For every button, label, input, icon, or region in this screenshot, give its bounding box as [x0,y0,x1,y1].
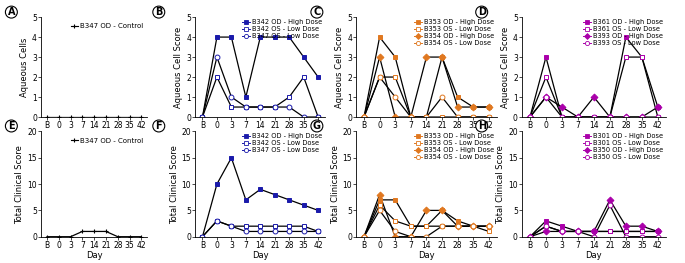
Legend: B301 OD - High Dose, B301 OS - Low Dose, B350 OD - High Dose, B350 OS - Low Dose: B301 OD - High Dose, B301 OS - Low Dose,… [582,133,664,161]
Text: D: D [477,7,486,17]
X-axis label: Day: Day [418,132,435,141]
Y-axis label: Aqueous Cell Score: Aqueous Cell Score [175,27,184,108]
Y-axis label: Total Clinical Score: Total Clinical Score [170,145,179,224]
Y-axis label: Aqueous Cells: Aqueous Cells [21,37,29,97]
X-axis label: Day: Day [86,132,103,141]
Y-axis label: Total Clinical Score: Total Clinical Score [497,145,506,224]
Legend: B353 OD - High Dose, B353 OS - Low Dose, B354 OD - High Dose, B354 OS - Low Dose: B353 OD - High Dose, B353 OS - Low Dose,… [413,18,495,47]
Text: MAX: MAX [580,0,608,1]
Y-axis label: Total Clinical Score: Total Clinical Score [331,145,340,224]
Text: A: A [8,7,15,17]
Text: 2/6: 2/6 [251,0,270,1]
Legend: B342 OD - High Dose, B342 OS - Low Dose, B347 OS - Low Dose: B342 OD - High Dose, B342 OS - Low Dose,… [242,133,323,154]
Text: H: H [477,121,486,131]
Legend: B347 OD - Control: B347 OD - Control [70,23,144,30]
Legend: B347 OD - Control: B347 OD - Control [70,137,144,144]
Text: G: G [313,121,321,131]
Legend: B342 OD - High Dose, B342 OS - Low Dose, B347 OS - Low Dose: B342 OD - High Dose, B342 OS - Low Dose,… [242,18,323,40]
Y-axis label: Aqueous Cell Score: Aqueous Cell Score [336,27,345,108]
Text: Control: Control [71,0,117,1]
Text: 2/9: 2/9 [416,0,436,1]
X-axis label: Day: Day [586,251,602,260]
Text: F: F [155,121,162,131]
Text: E: E [8,121,14,131]
X-axis label: Day: Day [252,251,269,260]
Text: B: B [155,7,162,17]
Text: C: C [313,7,321,17]
Legend: B353 OD - High Dose, B353 OS - Low Dose, B354 OD - High Dose, B354 OS - Low Dose: B353 OD - High Dose, B353 OS - Low Dose,… [413,133,495,161]
Legend: B361 OD - High Dose, B361 OS - Low Dose, B393 OD - High Dose, B393 OS - Low Dose: B361 OD - High Dose, B361 OS - Low Dose,… [582,18,664,47]
X-axis label: Day: Day [86,251,103,260]
Y-axis label: Aqueous Cell Score: Aqueous Cell Score [501,27,510,108]
X-axis label: Day: Day [252,132,269,141]
X-axis label: Day: Day [586,132,602,141]
Y-axis label: Total Clinical Score: Total Clinical Score [16,145,25,224]
X-axis label: Day: Day [418,251,435,260]
